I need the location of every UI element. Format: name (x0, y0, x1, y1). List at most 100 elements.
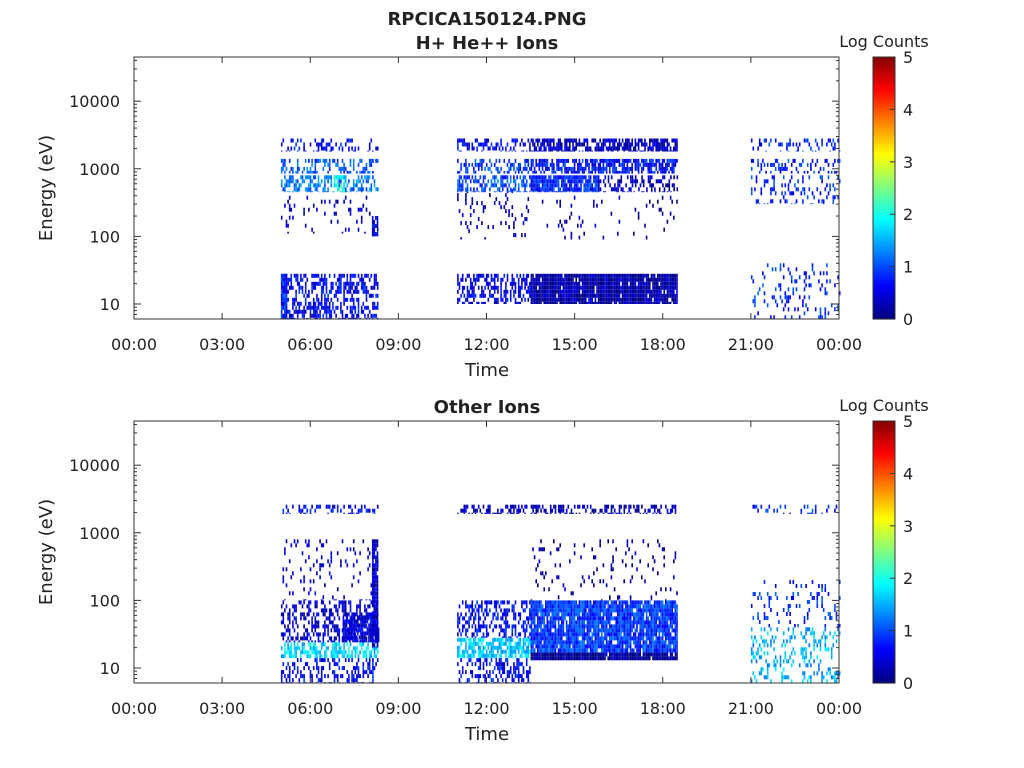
heatmap-cell (519, 662, 522, 667)
heatmap-cell (308, 642, 310, 647)
heatmap-cell (343, 504, 345, 509)
heatmap-cell (615, 138, 617, 143)
heatmap-cell (546, 297, 549, 302)
heatmap-cell (569, 273, 571, 278)
heatmap-cell (492, 637, 494, 642)
heatmap-cell (562, 293, 565, 298)
heatmap-cell (349, 211, 352, 216)
heatmap-cell (601, 289, 603, 294)
heatmap-cell (501, 179, 504, 184)
heatmap-cell (280, 305, 283, 310)
heatmap-cell (476, 146, 478, 151)
heatmap-cell (607, 162, 609, 167)
heatmap-cell (660, 285, 662, 290)
heatmap-cell (575, 285, 577, 290)
heatmap-cell (505, 146, 507, 151)
heatmap-cell (819, 175, 822, 180)
heatmap-cell (375, 224, 377, 228)
heatmap-cell (353, 631, 356, 636)
heatmap-cell (581, 150, 584, 152)
heatmap-cell (650, 293, 653, 298)
heatmap-cell (325, 297, 328, 302)
heatmap-cell (292, 179, 294, 184)
heatmap-cell (457, 649, 459, 654)
heatmap-cell (355, 639, 357, 643)
heatmap-cell (335, 289, 337, 294)
heatmap-cell (463, 142, 466, 147)
heatmap-cell (673, 146, 675, 151)
heatmap-cell (569, 281, 571, 286)
heatmap-cell (481, 187, 483, 192)
heatmap-cell (517, 658, 520, 663)
heatmap-cell (360, 273, 363, 278)
heatmap-cell (489, 158, 491, 163)
heatmap-cell (466, 604, 469, 609)
heatmap-cell (655, 142, 657, 147)
heatmap-cell (580, 277, 582, 282)
heatmap-cell (602, 301, 605, 304)
heatmap-cell (509, 645, 512, 650)
heatmap-cell (465, 162, 467, 167)
heatmap-cell (818, 199, 820, 204)
heatmap-cell (623, 277, 625, 282)
heatmap-cell (774, 138, 777, 143)
heatmap-cell (354, 285, 357, 290)
plot-frame (133, 56, 840, 320)
heatmap-cell (810, 203, 812, 205)
heatmap-cell (631, 285, 633, 290)
heatmap-cell (522, 624, 525, 629)
heatmap-cell (578, 138, 581, 143)
heatmap-cell (570, 138, 573, 143)
heatmap-cell (316, 547, 318, 552)
heatmap-cell (340, 166, 342, 171)
heatmap-cell (621, 162, 624, 167)
heatmap-cell (556, 175, 558, 180)
heatmap-cell (594, 277, 597, 282)
heatmap-cell (505, 193, 507, 198)
heatmap-cell (461, 289, 464, 294)
heatmap-cell (501, 637, 504, 642)
heatmap-cell (513, 289, 515, 294)
heatmap-cell (819, 271, 822, 276)
heatmap-cell (661, 273, 664, 278)
heatmap-cell (650, 289, 653, 294)
heatmap-cell (284, 301, 286, 306)
heatmap-cell (335, 175, 337, 180)
heatmap-cell (300, 285, 302, 290)
heatmap-cell (521, 649, 523, 654)
heatmap-cell (343, 512, 345, 514)
heatmap-cell (803, 295, 806, 300)
heatmap-cell (333, 628, 336, 633)
heatmap-cell (591, 170, 593, 174)
heatmap-cell (626, 191, 629, 193)
heatmap-cell (370, 273, 373, 278)
heatmap-cell (649, 138, 651, 143)
heatmap-cell (521, 277, 523, 282)
heatmap-cell (674, 162, 677, 167)
heatmap-cell (511, 674, 514, 679)
heatmap-cell (466, 191, 469, 193)
heatmap-cell (469, 281, 472, 286)
heatmap-cell (319, 309, 321, 314)
heatmap-cell (469, 301, 472, 304)
heatmap-cell (553, 142, 555, 147)
heatmap-cell (469, 205, 472, 210)
heatmap-cell (782, 307, 785, 312)
heatmap-cell (514, 281, 517, 286)
heatmap-cell (607, 150, 609, 152)
heatmap-cell (484, 138, 486, 143)
heatmap-cell (505, 636, 507, 638)
heatmap-cell (837, 158, 839, 163)
heatmap-cell (490, 183, 493, 188)
heatmap-cell (490, 142, 493, 147)
heatmap-cell (567, 158, 569, 163)
heatmap-cell (375, 232, 377, 236)
heatmap-cell (371, 547, 374, 552)
heatmap-cell (509, 637, 512, 642)
heatmap-cell (593, 191, 595, 193)
heatmap-cell (585, 150, 587, 152)
heatmap-cell (324, 604, 326, 609)
heatmap-cell (490, 658, 493, 663)
heatmap-cell (489, 641, 491, 646)
heatmap-cell (365, 599, 368, 601)
